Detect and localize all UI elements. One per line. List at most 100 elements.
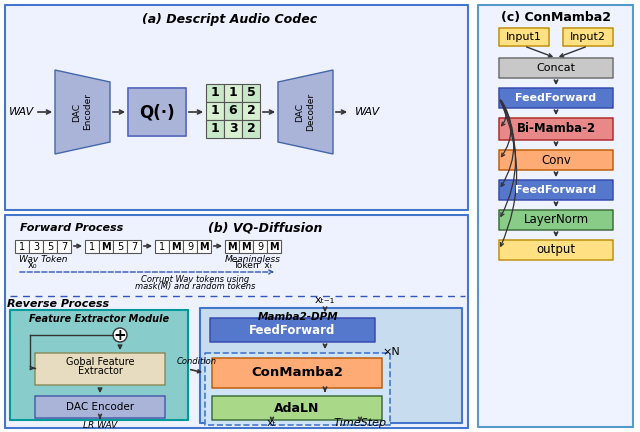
FancyBboxPatch shape — [205, 353, 390, 425]
Text: TimeStep: TimeStep — [333, 418, 387, 428]
Bar — [206, 84, 224, 102]
Text: 2: 2 — [246, 123, 255, 136]
Bar — [127, 240, 141, 253]
Text: 1: 1 — [211, 123, 220, 136]
Text: DAC
Decoder: DAC Decoder — [295, 93, 315, 131]
Text: DAC Encoder: DAC Encoder — [66, 402, 134, 412]
Text: Condition: Condition — [177, 358, 217, 366]
Text: AdaLN: AdaLN — [275, 401, 320, 414]
FancyBboxPatch shape — [35, 353, 165, 385]
Text: Wav Token: Wav Token — [19, 254, 67, 264]
Bar — [206, 102, 224, 120]
FancyBboxPatch shape — [212, 396, 382, 420]
Text: Input1: Input1 — [506, 32, 542, 42]
FancyBboxPatch shape — [5, 5, 468, 210]
FancyBboxPatch shape — [5, 215, 468, 428]
Text: Meaningless: Meaningless — [225, 254, 281, 264]
Text: 2: 2 — [246, 105, 255, 118]
Polygon shape — [55, 70, 110, 154]
Text: Mamba2-DPM: Mamba2-DPM — [258, 312, 339, 322]
FancyBboxPatch shape — [499, 28, 549, 46]
Text: Conv: Conv — [541, 153, 571, 166]
Text: LayerNorm: LayerNorm — [524, 213, 589, 226]
Text: Corrupt Wav tokens using: Corrupt Wav tokens using — [141, 276, 249, 285]
Bar — [242, 84, 260, 102]
Bar — [169, 240, 183, 253]
Text: (c) ConMamba2: (c) ConMamba2 — [501, 12, 611, 25]
Bar — [224, 102, 242, 120]
Text: output: output — [536, 244, 575, 257]
Bar — [267, 240, 281, 253]
Text: ×N: ×N — [382, 347, 400, 357]
FancyBboxPatch shape — [499, 118, 613, 140]
Text: FeedForward: FeedForward — [515, 185, 596, 195]
Text: M: M — [227, 241, 237, 251]
FancyBboxPatch shape — [499, 240, 613, 260]
Text: 7: 7 — [131, 241, 137, 251]
Text: 1: 1 — [159, 241, 165, 251]
FancyBboxPatch shape — [478, 5, 633, 427]
Bar — [224, 120, 242, 138]
Bar — [206, 120, 224, 138]
Circle shape — [113, 328, 127, 342]
Text: Q(·): Q(·) — [139, 103, 175, 121]
Bar — [155, 240, 169, 253]
Text: 7: 7 — [61, 241, 67, 251]
FancyBboxPatch shape — [128, 88, 186, 136]
Text: Feature Extractor Module: Feature Extractor Module — [29, 314, 169, 324]
FancyBboxPatch shape — [499, 58, 613, 78]
Polygon shape — [278, 70, 333, 154]
Text: xₜ₋₁: xₜ₋₁ — [315, 295, 335, 305]
Text: 3: 3 — [33, 241, 39, 251]
FancyBboxPatch shape — [499, 150, 613, 170]
Text: Bi-Mamba-2: Bi-Mamba-2 — [516, 123, 596, 136]
Text: 1: 1 — [19, 241, 25, 251]
Bar — [197, 240, 211, 253]
Text: FeedForward: FeedForward — [249, 324, 335, 337]
Text: Token  xₜ: Token xₜ — [234, 260, 273, 270]
Text: 1: 1 — [211, 105, 220, 118]
Text: Extractor: Extractor — [77, 366, 122, 376]
FancyBboxPatch shape — [499, 210, 613, 230]
Bar — [224, 84, 242, 102]
Bar — [85, 240, 99, 253]
Text: Gobal Feature: Gobal Feature — [66, 357, 134, 367]
FancyBboxPatch shape — [10, 310, 188, 420]
FancyBboxPatch shape — [499, 180, 613, 200]
Text: xₜ: xₜ — [267, 418, 277, 428]
FancyBboxPatch shape — [563, 28, 613, 46]
Text: WAV: WAV — [10, 107, 35, 117]
Bar — [183, 240, 197, 253]
Bar — [57, 240, 71, 253]
Text: M: M — [269, 241, 279, 251]
Text: M: M — [199, 241, 209, 251]
Text: 5: 5 — [117, 241, 123, 251]
Text: (a) Descript Audio Codec: (a) Descript Audio Codec — [143, 13, 317, 26]
Bar — [242, 102, 260, 120]
Text: 1: 1 — [89, 241, 95, 251]
Bar — [99, 240, 113, 253]
Bar — [239, 240, 253, 253]
FancyBboxPatch shape — [210, 318, 375, 342]
Text: DAC
Encoder: DAC Encoder — [72, 93, 92, 130]
FancyBboxPatch shape — [200, 308, 462, 423]
Bar — [242, 120, 260, 138]
Text: M: M — [171, 241, 181, 251]
Text: 1: 1 — [211, 86, 220, 99]
Bar — [29, 240, 43, 253]
Text: (b) VQ-Diffusion: (b) VQ-Diffusion — [208, 222, 322, 235]
Text: ConMamba2: ConMamba2 — [251, 366, 343, 379]
Text: WAV: WAV — [355, 107, 381, 117]
Text: LR WAV: LR WAV — [83, 420, 117, 429]
Text: 1: 1 — [228, 86, 237, 99]
Text: 3: 3 — [228, 123, 237, 136]
Text: Forward Process: Forward Process — [20, 223, 124, 233]
Text: Reverse Process: Reverse Process — [7, 299, 109, 309]
Text: 5: 5 — [47, 241, 53, 251]
Bar — [253, 240, 267, 253]
Text: FeedForward: FeedForward — [515, 93, 596, 103]
Text: mask(M) and random tokens: mask(M) and random tokens — [135, 283, 255, 292]
Text: M: M — [241, 241, 251, 251]
Text: 9: 9 — [187, 241, 193, 251]
Text: M: M — [101, 241, 111, 251]
